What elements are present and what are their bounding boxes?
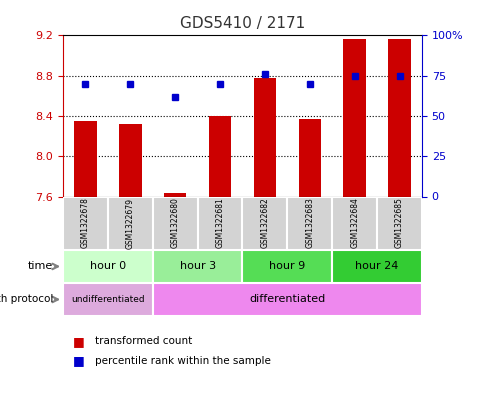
- Text: GSM1322681: GSM1322681: [215, 198, 224, 248]
- Text: transformed count: transformed count: [94, 336, 192, 346]
- Bar: [253, 78, 275, 196]
- Bar: [332, 196, 376, 250]
- Text: undifferentiated: undifferentiated: [71, 295, 144, 304]
- Bar: [287, 196, 332, 250]
- Bar: [164, 193, 186, 196]
- Text: ■: ■: [73, 354, 84, 367]
- Text: time: time: [28, 261, 53, 272]
- Text: hour 24: hour 24: [355, 261, 398, 272]
- Text: GDS5410 / 2171: GDS5410 / 2171: [180, 16, 304, 31]
- Text: growth protocol: growth protocol: [0, 294, 53, 305]
- Bar: [74, 121, 96, 196]
- Bar: [332, 250, 421, 283]
- Bar: [63, 250, 152, 283]
- Text: GSM1322678: GSM1322678: [81, 198, 90, 248]
- Bar: [107, 196, 152, 250]
- Bar: [152, 283, 421, 316]
- Bar: [209, 116, 231, 196]
- Bar: [63, 283, 152, 316]
- Bar: [376, 196, 421, 250]
- Text: differentiated: differentiated: [249, 294, 325, 305]
- Text: hour 9: hour 9: [269, 261, 305, 272]
- Bar: [298, 119, 320, 196]
- Bar: [343, 39, 365, 197]
- Bar: [152, 250, 242, 283]
- Text: percentile rank within the sample: percentile rank within the sample: [94, 356, 270, 366]
- Bar: [119, 124, 141, 196]
- Text: hour 3: hour 3: [179, 261, 215, 272]
- Text: hour 0: hour 0: [90, 261, 126, 272]
- Text: GSM1322684: GSM1322684: [349, 198, 359, 248]
- Text: GSM1322679: GSM1322679: [125, 198, 135, 248]
- Bar: [242, 250, 332, 283]
- Bar: [63, 196, 107, 250]
- Bar: [197, 196, 242, 250]
- Bar: [152, 196, 197, 250]
- Text: GSM1322680: GSM1322680: [170, 198, 180, 248]
- Text: GSM1322685: GSM1322685: [394, 198, 403, 248]
- Text: ■: ■: [73, 334, 84, 348]
- Bar: [388, 39, 410, 197]
- Text: GSM1322683: GSM1322683: [304, 198, 314, 248]
- Text: GSM1322682: GSM1322682: [260, 198, 269, 248]
- Bar: [242, 196, 287, 250]
